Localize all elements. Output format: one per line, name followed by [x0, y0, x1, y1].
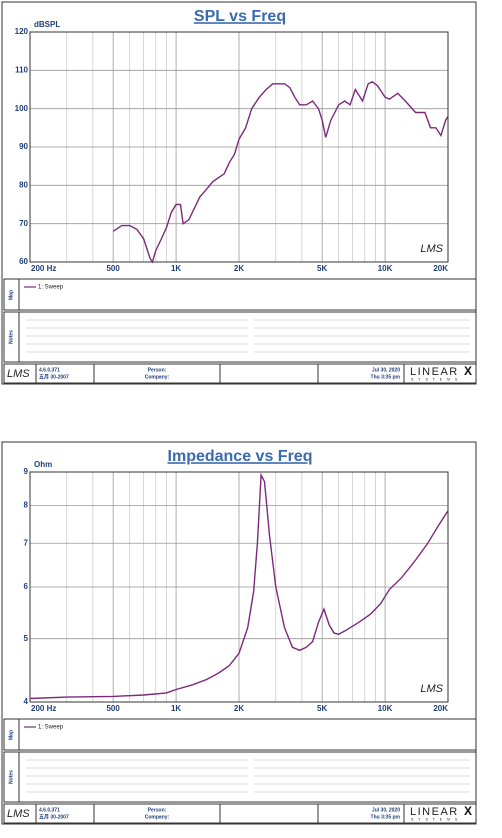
- data-line: [112, 80, 449, 264]
- y-tick-label: 70: [19, 219, 28, 228]
- x-tick-label: 2K: [234, 704, 244, 713]
- x-tick-label: 10K: [378, 264, 393, 273]
- x-tick-label: 20K: [433, 264, 448, 273]
- x-tick-label: 5K: [317, 264, 327, 273]
- x-tick-label: 500: [106, 704, 120, 713]
- footer-logo: LMS: [7, 368, 30, 380]
- data-line: [29, 472, 449, 700]
- x-tick-label: 10K: [378, 704, 393, 713]
- legend-box: [3, 718, 477, 751]
- map-label: Map: [8, 290, 14, 300]
- x-tick-label: 1K: [171, 264, 181, 273]
- map-label: Map: [8, 730, 14, 740]
- chart-title: SPL vs Freq: [194, 8, 286, 25]
- y-tick-label: 90: [19, 142, 28, 151]
- footer-box: [3, 803, 477, 824]
- brand: LINEAR: [410, 366, 459, 378]
- y-tick-label: 9: [24, 467, 29, 476]
- y-tick-label: 60: [19, 257, 28, 266]
- footer-logo: LMS: [7, 808, 30, 820]
- x-tick-label: 2K: [234, 264, 244, 273]
- y-tick-label: 100: [15, 104, 29, 113]
- y-tick-label: 8: [24, 501, 29, 510]
- panel-frame: [1, 441, 477, 825]
- y-tick-label: 120: [15, 27, 29, 36]
- x-tick-label: 5K: [317, 704, 327, 713]
- footer-build: 五月 30-2007: [39, 373, 69, 380]
- watermark: LMS: [420, 683, 443, 695]
- footer-company: Company:: [145, 374, 170, 380]
- plot-border: [29, 471, 449, 703]
- footer-box: [3, 363, 477, 384]
- x-tick-label: 200 Hz: [31, 264, 56, 273]
- footer-date: Jul 30, 2020: [372, 807, 400, 813]
- footer-time: Thu 3:35 pm: [371, 374, 401, 380]
- y-tick-label: 110: [15, 65, 28, 74]
- y-tick-label: 7: [24, 538, 29, 547]
- chart-title: Impedance vs Freq: [168, 448, 313, 465]
- x-tick-label: 200 Hz: [31, 704, 56, 713]
- watermark: LMS: [420, 243, 443, 255]
- footer-date: Jul 30, 2020: [372, 367, 400, 373]
- y-tick-label: 4: [24, 697, 29, 706]
- notes-box: [3, 751, 477, 803]
- notes-label: Notes: [8, 330, 14, 344]
- footer-build: 五月 30-2007: [39, 813, 69, 820]
- x-tick-label: 500: [106, 264, 120, 273]
- footer-person: Person:: [148, 367, 167, 373]
- footer-version: 4.6.0.371: [39, 367, 60, 373]
- brand-x: X: [464, 364, 472, 378]
- plot-border: [29, 31, 449, 263]
- legend-box: [3, 278, 477, 311]
- x-tick-label: 1K: [171, 704, 181, 713]
- brand: LINEAR: [410, 806, 459, 818]
- legend-label: 1: Sweep: [38, 725, 64, 731]
- footer-time: Thu 3:35 pm: [371, 814, 401, 820]
- notes-label: Notes: [8, 770, 14, 784]
- y-axis-label: Ohm: [34, 460, 52, 469]
- y-tick-label: 80: [19, 180, 28, 189]
- y-tick-label: 5: [24, 634, 29, 643]
- footer-company: Company:: [145, 814, 170, 820]
- panel-frame: [1, 1, 477, 385]
- notes-box: [3, 311, 477, 363]
- y-axis-label: dBSPL: [34, 20, 60, 29]
- brand-x: X: [464, 804, 472, 818]
- brand-sub: S Y S T E M S: [411, 817, 459, 821]
- footer-person: Person:: [148, 807, 167, 813]
- legend-label: 1: Sweep: [38, 285, 64, 291]
- brand-sub: S Y S T E M S: [411, 377, 459, 381]
- footer-version: 4.6.0.371: [39, 807, 60, 813]
- y-tick-label: 6: [24, 582, 29, 591]
- x-tick-label: 20K: [433, 704, 448, 713]
